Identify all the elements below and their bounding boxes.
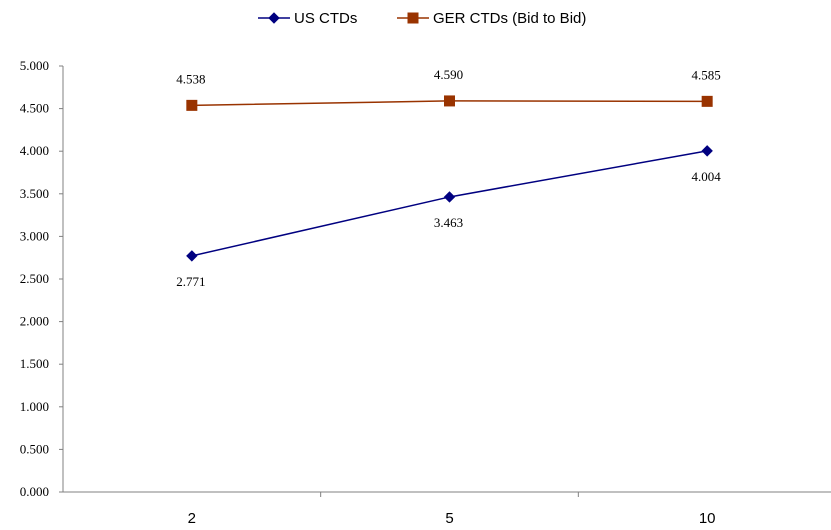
y-tick-label: 0.500 bbox=[20, 441, 49, 456]
y-tick-label: 3.500 bbox=[20, 186, 49, 201]
y-tick-label: 4.500 bbox=[20, 101, 49, 116]
y-tick-label: 1.500 bbox=[20, 356, 49, 371]
y-tick-label: 2.500 bbox=[20, 271, 49, 286]
data-point-diamond bbox=[443, 191, 456, 203]
data-point-square bbox=[186, 99, 198, 111]
y-tick-label: 1.000 bbox=[20, 399, 49, 414]
series-line bbox=[191, 150, 708, 257]
series-layer: 2.771 3.463 4.004 4.538 4.590 4.585 bbox=[176, 67, 721, 289]
series-us-ctds: 2.771 3.463 4.004 bbox=[176, 145, 722, 289]
data-point-square bbox=[407, 12, 419, 24]
series-ger-ctds: 4.538 4.590 4.585 bbox=[176, 67, 721, 111]
data-label: 4.590 bbox=[434, 67, 463, 82]
data-point-diamond bbox=[701, 145, 713, 157]
y-tick-label: 0.000 bbox=[20, 484, 49, 499]
y-tick-label: 5.000 bbox=[20, 58, 49, 73]
data-point-diamond bbox=[268, 12, 280, 24]
data-label: 4.004 bbox=[692, 169, 722, 184]
legend-item: GER CTDs (Bid to Bid) bbox=[397, 10, 586, 27]
y-tick-label: 2.000 bbox=[20, 314, 49, 329]
x-tick-label: 5 bbox=[445, 510, 453, 527]
legend-label: GER CTDs (Bid to Bid) bbox=[433, 10, 586, 27]
x-tick-label: 2 bbox=[188, 510, 196, 527]
data-point-diamond bbox=[186, 250, 198, 262]
data-point-square bbox=[701, 95, 713, 107]
data-point-square bbox=[444, 95, 455, 107]
y-tick-label: 3.000 bbox=[20, 228, 49, 243]
x-tick-label: 10 bbox=[699, 510, 716, 527]
legend: US CTDs GER CTDs (Bid to Bid) bbox=[258, 10, 586, 27]
data-label: 2.771 bbox=[176, 274, 205, 289]
data-label: 4.585 bbox=[692, 67, 721, 82]
axes: 0.000 0.500 1.000 1.500 2.000 2.500 3.000 3.500… bbox=[20, 58, 831, 527]
y-tick-label: 4.000 bbox=[20, 143, 49, 158]
data-label: 3.463 bbox=[434, 215, 463, 230]
legend-item: US CTDs bbox=[258, 10, 357, 27]
data-label: 4.538 bbox=[176, 71, 205, 86]
legend-label: US CTDs bbox=[294, 10, 357, 27]
